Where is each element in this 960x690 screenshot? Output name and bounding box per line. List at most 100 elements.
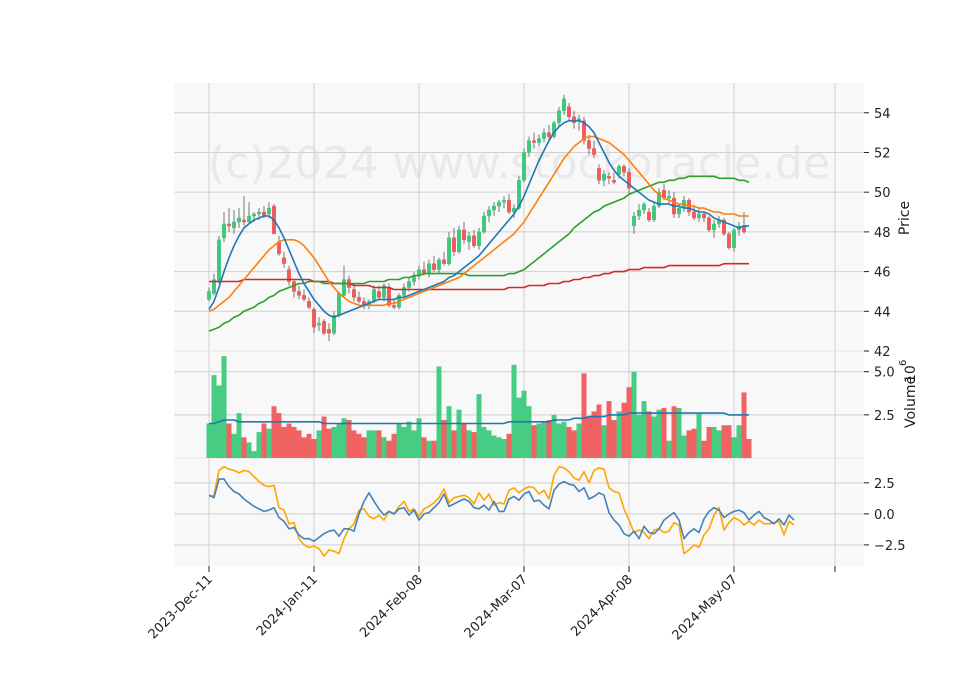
candle-body [667, 195, 672, 199]
price-y-tick-label: 48 [874, 226, 891, 241]
volume-bar [276, 413, 282, 458]
volume-y-tick-label: 5.0 [874, 366, 895, 381]
ma-mid-line [208, 135, 749, 313]
volume-bar [436, 366, 442, 458]
candle-body [312, 309, 317, 328]
volume-bar [616, 411, 622, 458]
candle-body [342, 279, 347, 296]
price-axis-title: Price [897, 201, 913, 235]
candle-body [221, 223, 226, 239]
volume-bar [461, 423, 467, 458]
candle-body [647, 211, 652, 221]
candle-body [637, 209, 642, 217]
volume-bar [246, 442, 252, 458]
volume-bar [406, 421, 412, 458]
candle-body [482, 215, 487, 233]
oscillator-main-line [208, 478, 795, 543]
volume-bar [516, 397, 522, 458]
volume-bar [586, 416, 592, 458]
ma-long-line [209, 262, 749, 291]
osc-y-tick-label: −2.5 [874, 539, 906, 554]
candle-body [211, 279, 216, 294]
candle-body [452, 237, 457, 252]
volume-bar [611, 420, 617, 458]
volume-bar [396, 423, 402, 458]
volume-bar [381, 437, 387, 458]
volume-bar [486, 430, 492, 458]
volume-bar [541, 421, 547, 458]
volume-bar [366, 430, 372, 458]
volume-bar [221, 356, 227, 458]
candle-body [572, 116, 577, 123]
candle-body [627, 172, 632, 189]
volume-bar [551, 414, 557, 458]
volume-bar [496, 437, 502, 458]
volume-bar [361, 437, 367, 458]
candle-body [517, 180, 522, 209]
volume-axis-exponent: 6 [898, 360, 909, 366]
candle-body [492, 205, 497, 211]
volume-bar [391, 433, 397, 458]
volume-bar [606, 401, 612, 458]
candle-body [267, 207, 272, 215]
candle-body [597, 168, 602, 181]
volume-bar [431, 440, 437, 458]
volume-bar [521, 390, 527, 458]
volume-bar [741, 392, 747, 458]
x-tick-label: 2024-Apr-08 [568, 572, 635, 639]
candle-body [477, 231, 482, 246]
candle-body [236, 217, 241, 223]
volume-bar [441, 420, 447, 458]
volume-bar [251, 451, 257, 458]
candle-body [457, 229, 462, 252]
candle-body [442, 259, 447, 264]
candle-body [467, 235, 472, 243]
x-tick-label: 2024-Jan-11 [254, 572, 321, 639]
candle-body [372, 289, 377, 302]
volume-bar [621, 402, 627, 458]
volume-bar [561, 421, 567, 458]
volume-y-tick-label: 2.5 [874, 409, 895, 424]
volume-bar [346, 420, 352, 458]
volume-bar [421, 437, 427, 458]
candle-body [602, 174, 607, 181]
candle-body [562, 98, 567, 111]
candle-body [702, 213, 707, 219]
candle-body [307, 301, 312, 308]
volume-bar [321, 416, 327, 458]
volume-bar [596, 404, 602, 458]
volume-bar [726, 425, 732, 458]
candle-body [722, 219, 727, 235]
volume-bar [301, 437, 307, 458]
candle-body [707, 217, 712, 231]
volume-bar [231, 433, 237, 458]
volume-bar [651, 416, 657, 458]
volume-bar [401, 426, 407, 458]
candle-body [622, 166, 627, 173]
volume-bar [656, 409, 662, 458]
volume-axis-title: Volume [903, 376, 919, 428]
volume-bar [691, 428, 697, 458]
volume-bar [311, 439, 317, 458]
candle-body [322, 321, 327, 334]
candle-body [677, 207, 682, 215]
volume-bar [661, 407, 667, 458]
volume-bar [281, 426, 287, 458]
volume-bar [296, 430, 302, 458]
volume-bar [266, 428, 272, 458]
price-y-tick-label: 46 [874, 266, 891, 281]
volume-bar [471, 432, 477, 458]
volume-bar [476, 394, 482, 458]
candle-body [502, 199, 507, 203]
candle-body [617, 166, 622, 175]
volume-bar [676, 407, 682, 458]
volume-bar [446, 406, 452, 458]
volume-bar [256, 432, 262, 458]
candle-body [732, 229, 737, 248]
candle-body [712, 223, 717, 231]
volume-bar [501, 439, 507, 458]
oscillator-signal-line [208, 465, 795, 557]
volume-bar [601, 425, 607, 458]
volume-bar [711, 426, 717, 458]
